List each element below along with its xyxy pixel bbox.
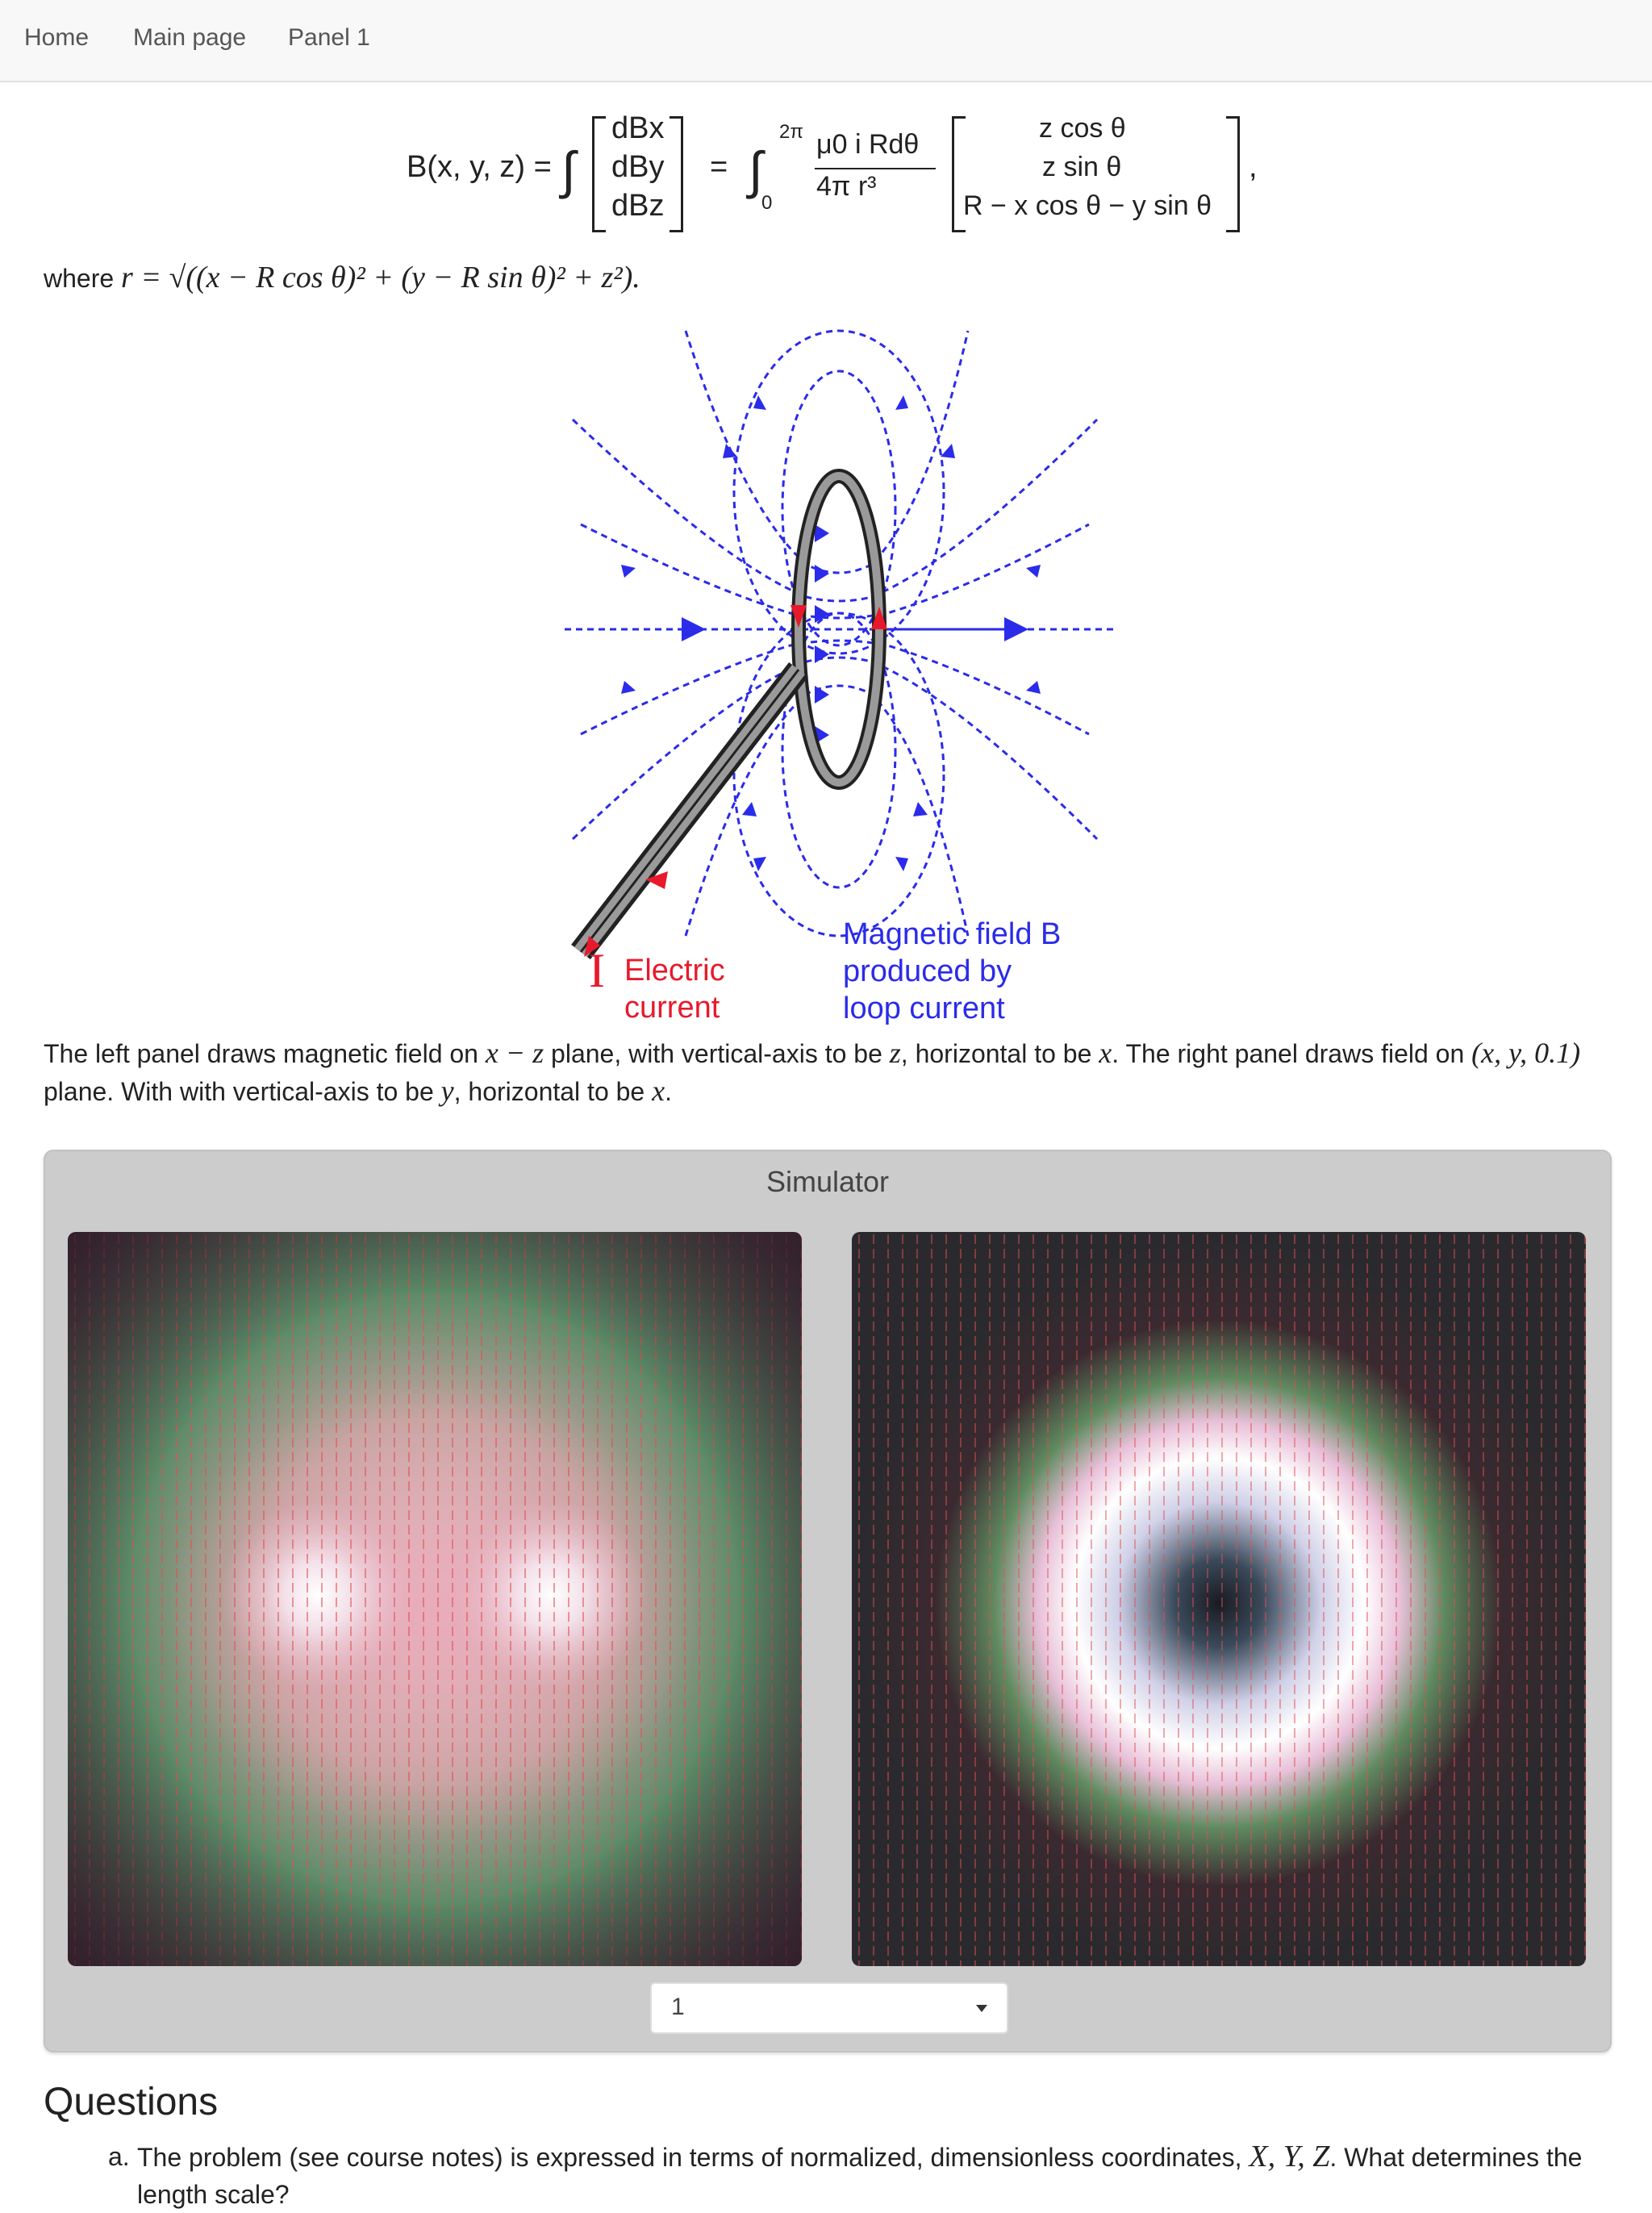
current-symbol: I (589, 944, 605, 997)
desc-text-5: plane. With with vertical-axis to be (44, 1077, 441, 1106)
where-r-definition: where r = √((x − R cos θ)² + (y − R sin … (44, 260, 640, 295)
fraction-line (815, 168, 936, 169)
magnetic-field-line-3: loop current (843, 992, 1005, 1025)
integral-sign: ∫ (561, 141, 576, 199)
questions-heading: Questions (44, 2081, 219, 2123)
vector-dby: dBy (611, 150, 665, 184)
fraction-denominator: 4π r³ (816, 171, 877, 202)
simulator-panel: Simulator (44, 1150, 1612, 2052)
rhs-z-cos: z cos θ (1039, 113, 1126, 144)
navbar: Home Main page Panel 1 (0, 0, 1652, 82)
question-a-math: X, Y, Z (1249, 2140, 1330, 2173)
nav-panel-1-link[interactable]: Panel 1 (288, 24, 370, 51)
equation-comma: , (1249, 150, 1258, 184)
question-a-marker: a. (108, 2142, 130, 2171)
equals-sign: = (710, 150, 728, 184)
desc-math-x2: x (652, 1075, 665, 1107)
desc-math-z: z (889, 1037, 901, 1069)
panel-description: The left panel draws magnetic field on x… (44, 1034, 1608, 1110)
desc-text-3: , horizontal to be (900, 1039, 1099, 1068)
where-prefix: where (44, 264, 115, 293)
magnetic-field-line-1: Magnetic field B (843, 917, 1062, 951)
integral-upper: 2π (779, 121, 803, 143)
vector-bracket-left (592, 116, 606, 232)
nav-home-link[interactable]: Home (24, 24, 90, 51)
chevron-down-icon (976, 2005, 987, 2012)
vector-dbz: dBz (611, 189, 665, 223)
vector-dbx: dBx (611, 111, 665, 145)
simulator-select[interactable]: 1 (650, 1982, 1008, 2034)
simulator-title: Simulator (766, 1165, 890, 1198)
r-definition-math: r = √((x − R cos θ)² + (y − R sin θ)² + … (121, 261, 640, 294)
electric-current-line-2: current (624, 991, 720, 1025)
desc-text-7: . (665, 1077, 672, 1106)
magnetic-field-label: Magnetic field B produced by loop curren… (843, 916, 1061, 1027)
nav-main-page-link[interactable]: Main page (133, 24, 247, 51)
equation-lhs: B(x, y, z) = (407, 150, 552, 184)
desc-math-plane: (x, y, 0.1) (1471, 1037, 1581, 1069)
desc-text-1: The left panel draws magnetic field on (44, 1039, 486, 1068)
rhs-z-sin: z sin θ (1042, 152, 1122, 182)
electric-current-line-1: Electric (624, 954, 725, 987)
xz-field-canvas[interactable] (68, 1232, 802, 1966)
desc-text-2: plane, with vertical-axis to be (544, 1039, 890, 1068)
vector-bracket-right (670, 116, 683, 232)
desc-math-x: x (1099, 1037, 1112, 1069)
loop-current-figure: I Electric current Magnetic field B prod… (549, 323, 1129, 1041)
question-a-text-1: The problem (see course notes) is expres… (137, 2143, 1249, 2172)
desc-math-xz: x − z (485, 1037, 544, 1069)
desc-text-4: . The right panel draws field on (1112, 1039, 1472, 1068)
fraction-numerator: μ0 i Rdθ (816, 129, 920, 160)
rhs-bracket-left (952, 116, 966, 232)
simulator-select-value: 1 (671, 1994, 685, 2020)
magnetic-field-line-2: produced by (843, 954, 1012, 988)
xy-field-canvas[interactable] (852, 1232, 1586, 1966)
desc-text-6: , horizontal to be (453, 1077, 653, 1106)
desc-math-y: y (440, 1075, 454, 1107)
integral-sign-2: ∫ (749, 141, 763, 199)
field-lines-diagram (565, 329, 1113, 960)
rhs-bracket-right (1226, 116, 1240, 232)
integral-lower: 0 (761, 192, 773, 214)
rhs-r-term: R − x cos θ − y sin θ (963, 190, 1212, 221)
biot-savart-equation: B(x, y, z) = ∫ dBx dBy dBz = ∫ 2π 0 μ0 i… (403, 105, 1291, 242)
electric-current-label: Electric current (624, 952, 725, 1026)
